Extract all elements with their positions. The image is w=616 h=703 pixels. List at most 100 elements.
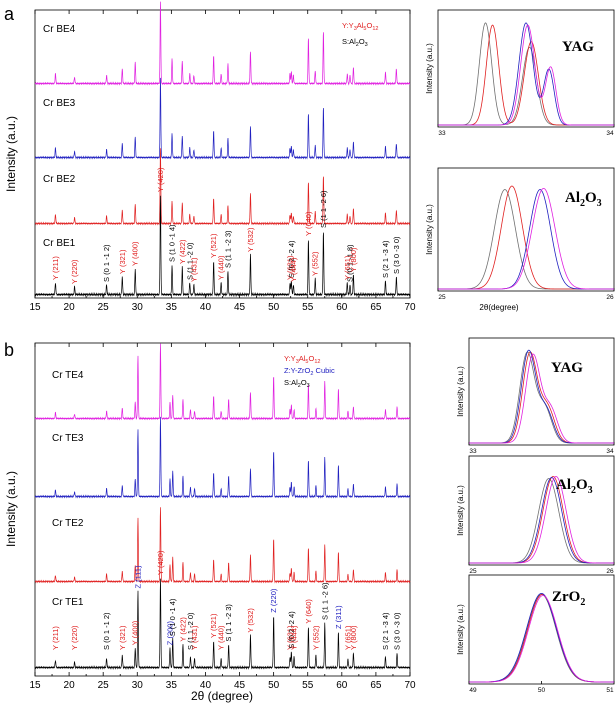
- peak-label: Y (631): [286, 255, 295, 280]
- sample-label-be1: Cr BE1: [43, 238, 76, 249]
- xrd-trace-cr-be4: [34, 1, 411, 86]
- x-ticks-b: 15 20 25 30 35 40 45 50 55 60 65 70: [29, 343, 416, 691]
- x-tick-label: 65: [370, 302, 382, 313]
- inset-b-yag: Intensity (a.u.) 33 34: [456, 337, 615, 455]
- peak-label: Y (220): [70, 259, 79, 284]
- x-tick-label: 60: [336, 302, 348, 313]
- peak-label: S (1 0 -1 4): [168, 598, 177, 636]
- sample-label-te4: Cr TE4: [52, 370, 84, 381]
- x-tick-label: 55: [302, 302, 314, 313]
- inset-x-tick-label: 25: [438, 294, 446, 301]
- legend-yag-a: Y:Y3Al5O12: [342, 21, 378, 32]
- x-tick-label: 45: [234, 302, 246, 313]
- panel-label-b: b: [4, 340, 14, 360]
- inset-trace-cr-te1: [469, 594, 614, 683]
- x-tick-label: 30: [132, 680, 144, 691]
- panel-a: a Intensity (a.u.) 15 20 25 30 35 40 45 50 55 60 6…: [4, 1, 416, 313]
- inset-x-tick-label: 33: [438, 130, 446, 137]
- peak-label: Y (521): [209, 613, 218, 638]
- inset-x-tick-label: 34: [606, 130, 614, 137]
- inset-y-axis-label: Intensity (a.u.): [425, 204, 434, 255]
- xrd-trace-cr-be2: [34, 148, 411, 226]
- peak-label: Y (532): [246, 227, 255, 252]
- peak-label: S (2 1 -3 4): [381, 612, 390, 650]
- peak-label: S (3 0 -3 0): [392, 236, 401, 274]
- peak-labels-a: Y (211) Y (220) S (0 1 -1 2) Y (321) Y (400)…: [51, 167, 401, 284]
- inset-trace-cr-te4: [469, 353, 614, 444]
- peak-label: S (3 0 -3 0): [393, 612, 402, 650]
- x-tick-label: 65: [370, 680, 382, 691]
- inset-b-al2o3: Intensity (a.u.) 25 26: [456, 455, 615, 575]
- inset-trace-cr-te4: [469, 595, 614, 683]
- y-axis-label-b: Intensity (a.u.): [4, 471, 18, 547]
- sample-label-be4: Cr BE4: [43, 24, 76, 35]
- x-tick-label: 50: [268, 302, 280, 313]
- x-tick-label: 50: [268, 680, 280, 691]
- peak-label: Y (651): [344, 625, 353, 650]
- peak-label: Y (440): [217, 625, 226, 650]
- inset-x-tick-label: 50: [538, 687, 546, 694]
- inset-x-tick-label: 49: [469, 687, 477, 694]
- xrd-trace-cr-te4: [34, 343, 411, 421]
- x-tick-label: 60: [336, 680, 348, 691]
- peak-label: Z (311): [334, 605, 343, 629]
- sample-label-be3: Cr BE3: [43, 98, 76, 109]
- legend-yag-b: Y:Y3Al5O12: [284, 354, 320, 365]
- x-tick-label: 35: [166, 302, 178, 313]
- x-tick-label: 20: [64, 680, 76, 691]
- x-tick-label: 15: [29, 680, 41, 691]
- inset-frame: [437, 9, 615, 128]
- xrd-trace-cr-te2: [34, 507, 411, 584]
- sample-label-te1: Cr TE1: [52, 597, 84, 608]
- peak-label: Y (532): [246, 608, 255, 633]
- peak-label: Y (651): [343, 255, 352, 280]
- inset-y-axis-label: Intensity (a.u.): [456, 604, 465, 655]
- peak-label: Y (431): [190, 625, 199, 650]
- inset-title-a-al2o3: Al2O3: [565, 190, 602, 209]
- y-axis-label-a: Intensity (a.u.): [4, 116, 18, 192]
- peak-label: Y (444): [290, 625, 299, 650]
- peak-label: S (1 1 -2 3): [224, 604, 233, 642]
- xrd-trace-cr-te3: [34, 416, 411, 499]
- peak-label: S (0 2 -2 4): [287, 611, 296, 649]
- xrd-trace-cr-be1: [34, 195, 411, 298]
- peak-label: Z (200): [166, 621, 175, 646]
- inset-title-b-al2o3: Al2O3: [556, 477, 593, 496]
- peak-label: Y (211): [51, 256, 60, 280]
- x-axis-label-b: 2θ (degree): [191, 689, 253, 703]
- inset-x-tick-label: 34: [606, 448, 614, 455]
- x-tick-label: 40: [200, 680, 212, 691]
- inset-y-axis-label: Intensity (a.u.): [456, 485, 465, 536]
- legend-zro2-b: Z:Y-ZrO2 Cubic: [284, 366, 335, 377]
- inset-x-tick-label: 26: [606, 294, 614, 301]
- traces-a: [34, 1, 411, 298]
- sample-label-be2: Cr BE2: [43, 174, 76, 185]
- x-tick-label: 40: [200, 302, 212, 313]
- peak-label: S (2 1 -3 4): [381, 240, 390, 278]
- peak-label: S (1 1 -2 6): [319, 190, 328, 228]
- x-tick-label: 20: [64, 302, 76, 313]
- peak-label: S (0 1 -1 8): [346, 244, 355, 282]
- peak-label: S (0 1 -1 2): [102, 244, 111, 282]
- peak-label: Y (422): [179, 617, 188, 642]
- peak-label: Y (422): [178, 239, 187, 264]
- inset-b-zro2: Intensity (a.u.) 49 50 51: [456, 574, 615, 694]
- panel-label-a: a: [4, 4, 15, 24]
- inset-title-a-yag: YAG: [562, 39, 594, 55]
- peak-label: S (0 1 -1 2): [102, 612, 111, 650]
- peak-label: Y (431): [189, 257, 198, 282]
- peak-label: Y (444): [289, 257, 298, 282]
- peak-label: Y (420): [156, 167, 165, 192]
- peak-label: S (1 1 -2 6): [320, 582, 329, 620]
- peak-label: Z (220): [269, 588, 278, 613]
- x-tick-label: 25: [98, 302, 110, 313]
- inset-frame: [468, 455, 615, 566]
- x-tick-label: 25: [98, 680, 110, 691]
- sample-label-te3: Cr TE3: [52, 433, 84, 444]
- peak-label: Y (521): [209, 233, 218, 258]
- peak-label: Y (321): [118, 249, 127, 274]
- peak-label: Y (631): [286, 625, 295, 650]
- peak-label: Y (400): [131, 620, 140, 645]
- peak-label: S (1 1 -2 0): [186, 612, 195, 650]
